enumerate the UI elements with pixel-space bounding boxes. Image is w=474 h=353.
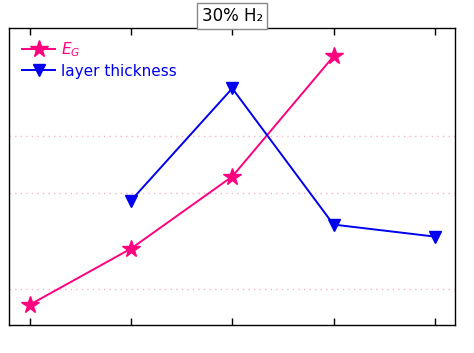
$E_{G}$	[229, 174, 235, 179]
layer thickness	[331, 222, 337, 227]
Line: $E_{G}$: $E_{G}$	[21, 47, 343, 314]
layer thickness	[432, 234, 438, 239]
$E_{G}$	[27, 303, 33, 307]
Legend: $E_{G}$, layer thickness: $E_{G}$, layer thickness	[17, 36, 182, 83]
$E_{G}$	[128, 246, 134, 251]
layer thickness	[128, 198, 134, 203]
$E_{G}$	[331, 54, 337, 58]
layer thickness	[229, 86, 235, 90]
Text: 30% H₂: 30% H₂	[201, 7, 263, 25]
Line: layer thickness: layer thickness	[125, 82, 441, 243]
